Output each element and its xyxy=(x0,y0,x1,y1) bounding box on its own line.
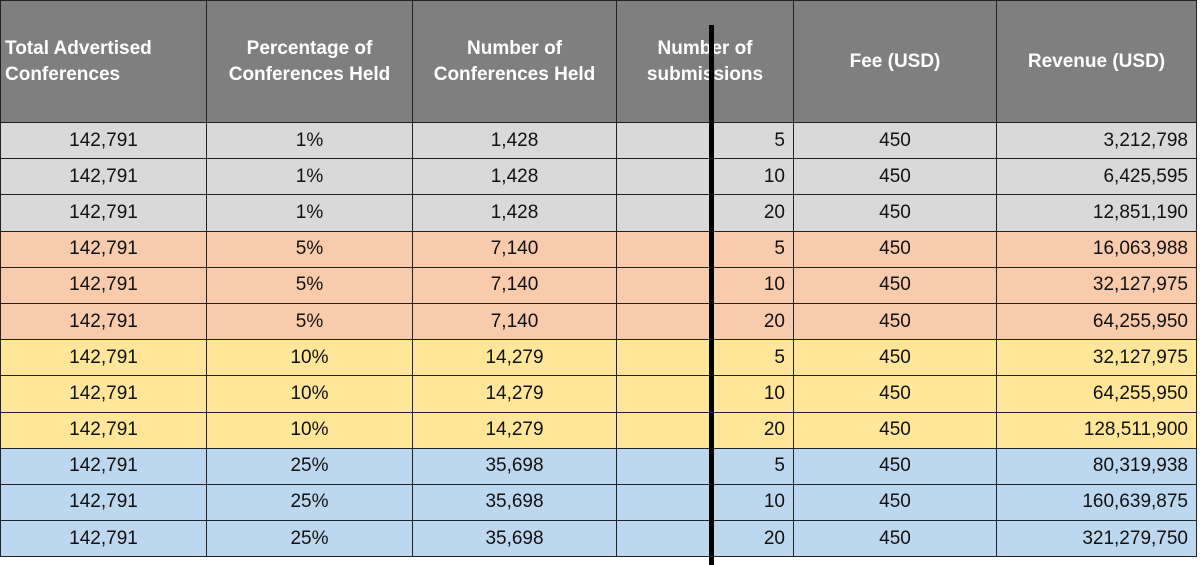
table-cell: 142,791 xyxy=(0,266,207,304)
table-cell: 1% xyxy=(206,158,413,196)
table-cell: 1,428 xyxy=(412,158,617,196)
table-cell: 25% xyxy=(206,447,413,485)
column-header: Total Advertised Conferences xyxy=(0,0,207,123)
table-cell: 1,428 xyxy=(412,121,617,160)
table-cell: 25% xyxy=(206,483,413,522)
table-row: 142,791 25% 35,698 20 450 321,279,750 xyxy=(0,520,1197,558)
table-row: 142,791 1% 1,428 5 450 3,212,798 xyxy=(0,121,1197,160)
table-cell: 450 xyxy=(793,230,997,268)
table-cell: 14,279 xyxy=(412,411,617,449)
table-cell: 25% xyxy=(206,520,413,558)
table-row: 142,791 1% 1,428 20 450 12,851,190 xyxy=(0,194,1197,232)
table-row: 142,791 5% 7,140 20 450 64,255,950 xyxy=(0,302,1197,341)
pen-line xyxy=(709,25,714,565)
table-cell: 142,791 xyxy=(0,230,207,268)
column-header: Revenue (USD) xyxy=(996,0,1197,123)
table-cell: 5 xyxy=(616,339,794,377)
table-row: 142,791 25% 35,698 5 450 80,319,938 xyxy=(0,447,1197,485)
table-cell: 10% xyxy=(206,339,413,377)
table-cell: 142,791 xyxy=(0,375,207,413)
table-cell: 142,791 xyxy=(0,121,207,160)
table-cell: 35,698 xyxy=(412,447,617,485)
table-cell: 1% xyxy=(206,194,413,232)
table-cell: 20 xyxy=(616,520,794,558)
table-row: 142,791 10% 14,279 20 450 128,511,900 xyxy=(0,411,1197,449)
table-cell: 20 xyxy=(616,194,794,232)
table-cell: 10% xyxy=(206,411,413,449)
table-cell: 16,063,988 xyxy=(996,230,1197,268)
table-row: 142,791 5% 7,140 10 450 32,127,975 xyxy=(0,266,1197,304)
table-cell: 5 xyxy=(616,447,794,485)
table-cell: 128,511,900 xyxy=(996,411,1197,449)
table-row: 142,791 1% 1,428 10 450 6,425,595 xyxy=(0,158,1197,196)
table-cell: 7,140 xyxy=(412,266,617,304)
table-cell: 450 xyxy=(793,194,997,232)
table-cell: 142,791 xyxy=(0,411,207,449)
table-cell: 32,127,975 xyxy=(996,339,1197,377)
table-cell: 20 xyxy=(616,302,794,341)
table-cell: 160,639,875 xyxy=(996,483,1197,522)
table-cell: 142,791 xyxy=(0,447,207,485)
table-cell: 5 xyxy=(616,230,794,268)
table-cell: 450 xyxy=(793,121,997,160)
table-cell: 450 xyxy=(793,411,997,449)
table-row: 142,791 10% 14,279 5 450 32,127,975 xyxy=(0,339,1197,377)
table-cell: 10 xyxy=(616,375,794,413)
table-cell: 20 xyxy=(616,411,794,449)
table-cell: 321,279,750 xyxy=(996,520,1197,558)
table-cell: 142,791 xyxy=(0,302,207,341)
table-row: 142,791 5% 7,140 5 450 16,063,988 xyxy=(0,230,1197,268)
table-cell: 64,255,950 xyxy=(996,302,1197,341)
table-cell: 450 xyxy=(793,339,997,377)
table-cell: 142,791 xyxy=(0,483,207,522)
table-cell: 5% xyxy=(206,266,413,304)
table-row: 142,791 10% 14,279 10 450 64,255,950 xyxy=(0,375,1197,413)
table-cell: 64,255,950 xyxy=(996,375,1197,413)
column-header: Number of submissions xyxy=(616,0,794,123)
table-cell: 5% xyxy=(206,302,413,341)
table-cell: 10% xyxy=(206,375,413,413)
table-cell: 7,140 xyxy=(412,302,617,341)
column-header: Percentage of Conferences Held xyxy=(206,0,413,123)
table-cell: 10 xyxy=(616,483,794,522)
table-cell: 5 xyxy=(616,121,794,160)
table-body: 142,791 1% 1,428 5 450 3,212,798 142,791 1% 1,42… xyxy=(0,121,1197,558)
table-cell: 7,140 xyxy=(412,230,617,268)
table-cell: 35,698 xyxy=(412,483,617,522)
header-row: Total Advertised Conferences Percentage o… xyxy=(0,0,1197,123)
table-cell: 450 xyxy=(793,302,997,341)
column-header: Number of Conferences Held xyxy=(412,0,617,123)
table-cell: 32,127,975 xyxy=(996,266,1197,304)
table-cell: 35,698 xyxy=(412,520,617,558)
table-cell: 80,319,938 xyxy=(996,447,1197,485)
table-cell: 142,791 xyxy=(0,194,207,232)
table-cell: 142,791 xyxy=(0,158,207,196)
column-header: Fee (USD) xyxy=(793,0,997,123)
table-cell: 450 xyxy=(793,483,997,522)
table-cell: 450 xyxy=(793,158,997,196)
table-cell: 3,212,798 xyxy=(996,121,1197,160)
table-cell: 10 xyxy=(616,266,794,304)
table-cell: 450 xyxy=(793,447,997,485)
table-cell: 450 xyxy=(793,520,997,558)
table-cell: 450 xyxy=(793,375,997,413)
table-cell: 5% xyxy=(206,230,413,268)
table-cell: 14,279 xyxy=(412,375,617,413)
table-row: 142,791 25% 35,698 10 450 160,639,875 xyxy=(0,483,1197,522)
table-cell: 1,428 xyxy=(412,194,617,232)
table-cell: 6,425,595 xyxy=(996,158,1197,196)
table-cell: 1% xyxy=(206,121,413,160)
table-cell: 14,279 xyxy=(412,339,617,377)
table-cell: 142,791 xyxy=(0,339,207,377)
table-cell: 142,791 xyxy=(0,520,207,558)
table-cell: 10 xyxy=(616,158,794,196)
table-cell: 12,851,190 xyxy=(996,194,1197,232)
table-cell: 450 xyxy=(793,266,997,304)
